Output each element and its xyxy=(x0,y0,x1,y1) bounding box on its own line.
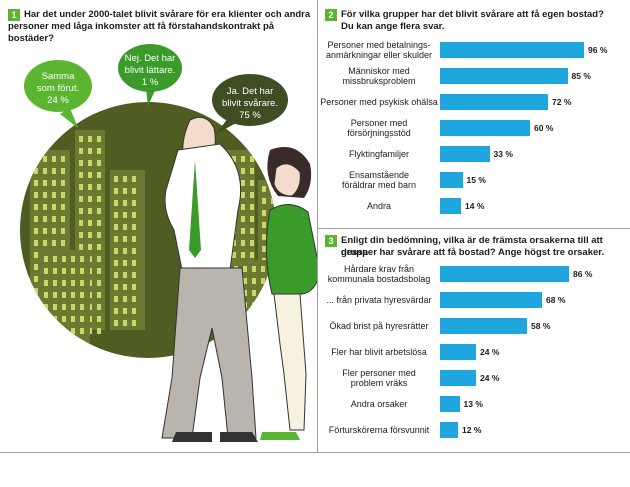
q3-bar-value: 13 % xyxy=(463,399,483,409)
q3-bar xyxy=(440,422,458,438)
q3-bar-label: Hårdare krav från kommunala bostadsbolag xyxy=(327,263,431,285)
q3-bar-label: Ökad brist på hyresrätter xyxy=(329,320,429,331)
q1-illustration xyxy=(20,44,317,442)
pie-value-easier: 1 % xyxy=(141,77,159,88)
bottom-divider xyxy=(0,452,630,453)
q3-bar-value: 24 % xyxy=(480,347,500,357)
q2-bar xyxy=(440,120,530,136)
bubble-harder-line1: Ja. Det har xyxy=(226,86,274,97)
pie-value-same: 24 % xyxy=(47,95,69,106)
q3-question-line1: Enligt din bedömning, vilka är de främst… xyxy=(341,235,603,258)
bubble-easier-line2: blivit lättare. xyxy=(124,65,176,76)
q3-bar-value: 24 % xyxy=(480,373,500,383)
q2-bar-label: Flyktingfamiljer xyxy=(348,148,409,159)
vertical-divider xyxy=(317,0,318,452)
q2-bar-value: 85 % xyxy=(571,71,591,81)
q2-bar-value: 33 % xyxy=(493,149,513,159)
bubble-easier xyxy=(118,44,182,92)
q3-bar xyxy=(440,292,542,308)
q2-bar-value: 96 % xyxy=(588,45,608,55)
bubble-same xyxy=(24,60,92,112)
q3-bar-label: Andra orsaker xyxy=(350,398,408,409)
q2-bar-label: Personer med försörjningsstöd xyxy=(347,117,411,139)
q2-question-line1: För vilka grupper har det blivit svårare… xyxy=(341,9,604,20)
q1-question-line2: personer med låga inkomster att få först… xyxy=(8,21,275,44)
q3-bar-value: 12 % xyxy=(462,425,482,435)
q2-bar-label: Ensamstående föräldrar med barn xyxy=(341,169,417,191)
q3-number-badge: 3 xyxy=(325,235,337,247)
q2-bar xyxy=(440,94,548,110)
bubble-easier-line1: Nej. Det har xyxy=(124,53,176,64)
bubble-same-line1: Samma xyxy=(41,71,75,82)
bubble-harder xyxy=(212,74,288,126)
q3-bar xyxy=(440,266,569,282)
q2-bar-value: 15 % xyxy=(466,175,486,185)
q2-bar-label: Andra xyxy=(366,200,392,211)
q2-bar xyxy=(440,198,461,214)
bubble-harder-line2: blivit svårare. xyxy=(222,98,278,109)
q3-bar xyxy=(440,344,476,360)
q2-question-line2: Du kan ange flera svar. xyxy=(341,21,445,32)
q3-bar xyxy=(440,396,460,412)
woman-figure xyxy=(260,147,317,440)
q2-bar-label: Personer med psykisk ohälsa xyxy=(320,96,438,107)
q1-number-badge: 1 xyxy=(8,9,20,21)
q2-bar xyxy=(440,146,490,162)
q3-bar-label: ... från privata hyresvärdar xyxy=(326,294,432,305)
q3-bar-label: Förturskörerna försvunnit xyxy=(328,424,430,435)
q2-bar-value: 14 % xyxy=(465,201,485,211)
q3-bar-value: 68 % xyxy=(546,295,566,305)
q3-bar xyxy=(440,318,527,334)
q3-question-line2: grupper har svårare att få bostad? Ange … xyxy=(341,247,605,258)
q1-question-line1: Har det under 2000-talet blivit svårare … xyxy=(24,9,311,20)
q2-bar-label: Människor med missbruksproblem xyxy=(342,65,416,87)
man-figure xyxy=(161,116,258,442)
q3-bar-value: 58 % xyxy=(531,321,551,331)
pie-value-harder: 75 % xyxy=(239,110,261,121)
q2-bar xyxy=(440,68,568,84)
q2-bar-value: 60 % xyxy=(534,123,554,133)
q2-bar-value: 72 % xyxy=(552,97,572,107)
q2-bar xyxy=(440,172,463,188)
q3-bar xyxy=(440,370,476,386)
section-divider xyxy=(317,228,630,229)
q3-bar-value: 86 % xyxy=(573,269,593,279)
q3-bar-label: Fler har blivit arbetslösa xyxy=(331,346,427,357)
q2-number-badge: 2 xyxy=(325,9,337,21)
q2-bar xyxy=(440,42,584,58)
bubble-same-line2: som förut. xyxy=(36,83,80,94)
q2-bar-label: Personer med betalnings-anmärkningar ell… xyxy=(325,39,433,61)
q3-bar-label: Fler personer med problem vräks xyxy=(342,367,416,389)
